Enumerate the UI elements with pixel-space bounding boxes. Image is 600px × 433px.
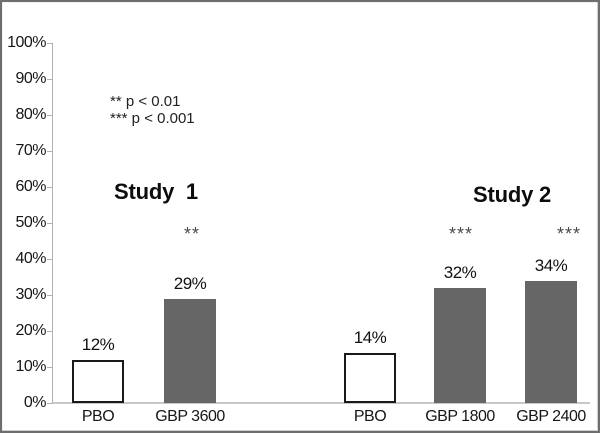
- bar-value-label: 32%: [443, 262, 477, 282]
- significance-marker: ***: [556, 224, 581, 244]
- significance-legend: ** p < 0.01 *** p < 0.001: [110, 93, 195, 127]
- y-axis-tick-label: 30%: [15, 286, 46, 303]
- y-axis-tick: [47, 259, 52, 260]
- bar-gbp-3600: [164, 298, 216, 403]
- x-axis-category-label: PBO: [81, 408, 115, 425]
- y-axis-tick-label: 60%: [15, 178, 46, 195]
- y-axis-tick: [47, 151, 52, 152]
- y-axis-tick: [47, 331, 52, 332]
- y-axis-tick-label: 50%: [15, 214, 46, 231]
- y-axis-tick: [47, 187, 52, 188]
- study-1-title: Study 1: [114, 179, 198, 204]
- y-axis-tick-label: 90%: [15, 70, 46, 87]
- y-axis-tick: [47, 223, 52, 224]
- bar-gbp-2400: [525, 280, 577, 403]
- x-axis-category-label: GBP 1800: [425, 408, 495, 425]
- x-axis-line: [52, 402, 590, 404]
- y-axis-tick: [47, 79, 52, 80]
- bar-pbo: [344, 352, 396, 403]
- y-axis-line: [52, 43, 53, 403]
- bar-pbo: [72, 359, 124, 403]
- x-axis-category-label: PBO: [353, 408, 387, 425]
- y-axis-tick-label: 80%: [15, 106, 46, 123]
- legend-line-p01: ** p < 0.01: [110, 93, 181, 110]
- x-axis-category-label: GBP 3600: [155, 408, 225, 425]
- y-axis-tick-label: 40%: [15, 250, 46, 267]
- bar-value-label: 34%: [534, 255, 568, 275]
- y-axis-tick-label: 0%: [23, 394, 47, 411]
- y-axis-tick-label: 100%: [7, 34, 46, 51]
- bar-value-label: 29%: [173, 273, 207, 293]
- y-axis-tick: [47, 403, 52, 404]
- x-axis-category-label: GBP 2400: [516, 408, 586, 425]
- legend-line-p001: *** p < 0.001: [110, 109, 195, 127]
- study-2-title: Study 2: [473, 182, 552, 207]
- significance-marker: **: [183, 224, 200, 244]
- bar-value-label: 12%: [81, 334, 115, 354]
- y-axis-tick: [47, 115, 52, 116]
- bar-gbp-1800: [434, 287, 486, 403]
- y-axis-tick-label: 20%: [15, 322, 46, 339]
- y-axis-tick-label: 10%: [15, 358, 46, 375]
- bar-value-label: 14%: [353, 327, 387, 347]
- y-axis-tick: [47, 295, 52, 296]
- y-axis-tick: [47, 367, 52, 368]
- y-axis-tick: [47, 43, 52, 44]
- significance-marker: ***: [448, 224, 473, 244]
- y-axis-tick-label: 70%: [15, 142, 46, 159]
